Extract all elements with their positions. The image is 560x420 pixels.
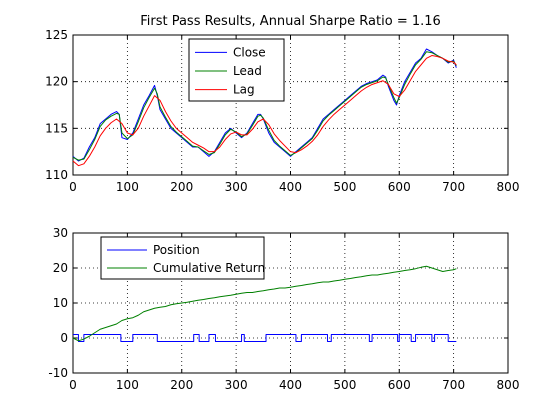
position-x-tick-label: 400	[279, 378, 302, 392]
price-y-tick-label: 115	[45, 121, 68, 135]
price-y-tick-label: 110	[45, 168, 68, 182]
price-legend-label: Lead	[233, 64, 262, 78]
position-y-tick-label: 10	[53, 296, 68, 310]
price-title: First Pass Results, Annual Sharpe Ratio …	[140, 14, 441, 29]
position-x-tick-label: 0	[69, 378, 77, 392]
price-x-tick-label: 0	[69, 180, 77, 194]
position-y-tick-label: 20	[53, 261, 68, 275]
position-legend: Position Cumulative Return	[101, 237, 265, 279]
position-x-tick-label: 300	[225, 378, 248, 392]
price-chart: 0 100 200 300 400 500 600 700 800 110 115 120 125 Fir…	[45, 14, 519, 194]
price-y-tick-label: 120	[45, 75, 68, 89]
position-y-tick-label: -10	[48, 366, 68, 380]
position-x-tick-label: 700	[442, 378, 465, 392]
price-legend: Close Lead Lag	[189, 39, 284, 101]
position-x-tick-label: 500	[333, 378, 356, 392]
position-legend-label: Cumulative Return	[153, 261, 265, 275]
position-x-tick-label: 100	[116, 378, 139, 392]
price-x-tick-label: 600	[388, 180, 411, 194]
price-x-tick-label: 300	[225, 180, 248, 194]
position-x-tick-label: 800	[497, 378, 520, 392]
position-legend-label: Position	[153, 243, 200, 257]
position-return-chart: 0 100 200 300 400 500 600 700 800-100102030Posit…	[48, 226, 519, 392]
position-y-tick-label: 30	[53, 226, 68, 240]
price-x-tick-label: 200	[170, 180, 193, 194]
price-x-tick-label: 700	[442, 180, 465, 194]
price-legend-label: Lag	[233, 83, 255, 97]
price-x-tick-label: 800	[497, 180, 520, 194]
price-x-tick-label: 100	[116, 180, 139, 194]
price-y-tick-label: 125	[45, 28, 68, 42]
position-y-tick-label: 0	[60, 331, 68, 345]
position-x-tick-label: 200	[170, 378, 193, 392]
price-x-tick-label: 400	[279, 180, 302, 194]
price-x-tick-label: 500	[333, 180, 356, 194]
price-legend-label: Close	[233, 45, 266, 59]
position-x-tick-label: 600	[388, 378, 411, 392]
